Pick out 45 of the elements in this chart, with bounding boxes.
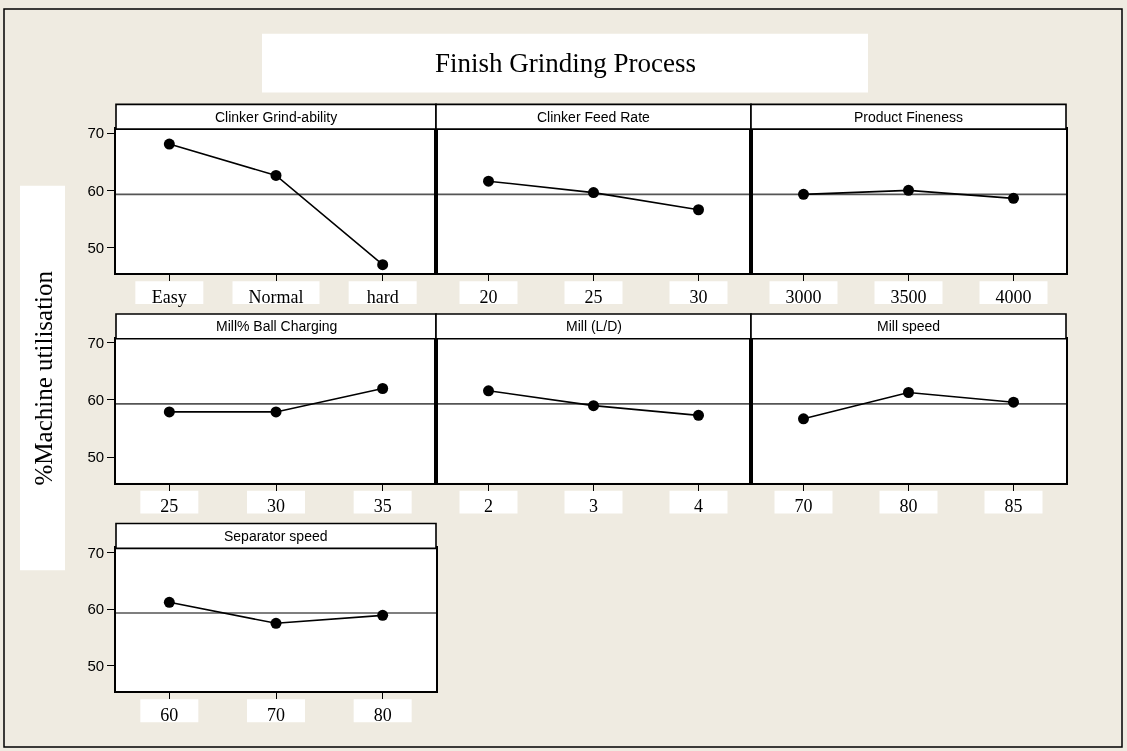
x-tick-label: 3 [589, 496, 598, 517]
chart-title: Mill% Ball Charging [216, 318, 338, 334]
chart-title: Mill (L/D) [566, 318, 622, 334]
x-tick-label: 25 [584, 286, 603, 307]
point [377, 609, 389, 621]
x-tick-label: 3500 [890, 286, 927, 307]
chart-title: Separator speed [224, 528, 328, 544]
x-tick-label: 80 [373, 704, 392, 725]
y-tick-label: 70 [87, 543, 105, 561]
x-tick-label: 2 [484, 496, 493, 517]
x-tick-label: Easy [151, 286, 187, 307]
y-axis-title: %Machine utilisation [29, 270, 57, 486]
point [270, 617, 282, 629]
text: Finish Grinding Process [435, 48, 697, 78]
x-tick-label: 3000 [785, 286, 822, 307]
point [163, 596, 175, 608]
y-tick-label: 50 [87, 657, 105, 675]
x-tick-label: 85 [1004, 496, 1023, 517]
x-tick-label: 35 [373, 496, 392, 517]
x-tick-label: 80 [899, 496, 918, 517]
y-tick-label: 50 [87, 238, 105, 256]
x-tick-label: 4 [694, 496, 703, 517]
x-tick-label: 30 [689, 286, 708, 307]
y-tick-label: 60 [87, 600, 105, 618]
y-tick-label: 70 [87, 124, 105, 142]
chart-title: Mill speed [877, 318, 941, 334]
point [163, 138, 175, 150]
chart-title: Clinker Grind-ability [215, 109, 338, 125]
x-tick-label: 30 [267, 496, 285, 517]
x-tick-label: 25 [160, 496, 179, 517]
point [270, 169, 282, 181]
x-tick-label: Normal [248, 286, 304, 307]
x-tick-label: hard [366, 286, 399, 307]
y-tick-label: 60 [87, 181, 105, 199]
chart-title: Product Fineness [854, 109, 963, 125]
x-tick-label: 60 [160, 704, 179, 725]
x-tick-label: 70 [794, 496, 813, 517]
point [377, 259, 389, 271]
x-tick-label: 70 [267, 704, 285, 725]
y-tick-label: 70 [87, 334, 105, 352]
y-tick-label: 60 [87, 391, 105, 409]
x-tick-label: 4000 [995, 286, 1032, 307]
chart-title: Clinker Feed Rate [537, 109, 651, 125]
y-tick-label: 50 [87, 448, 105, 466]
x-tick-label: 20 [479, 286, 498, 307]
